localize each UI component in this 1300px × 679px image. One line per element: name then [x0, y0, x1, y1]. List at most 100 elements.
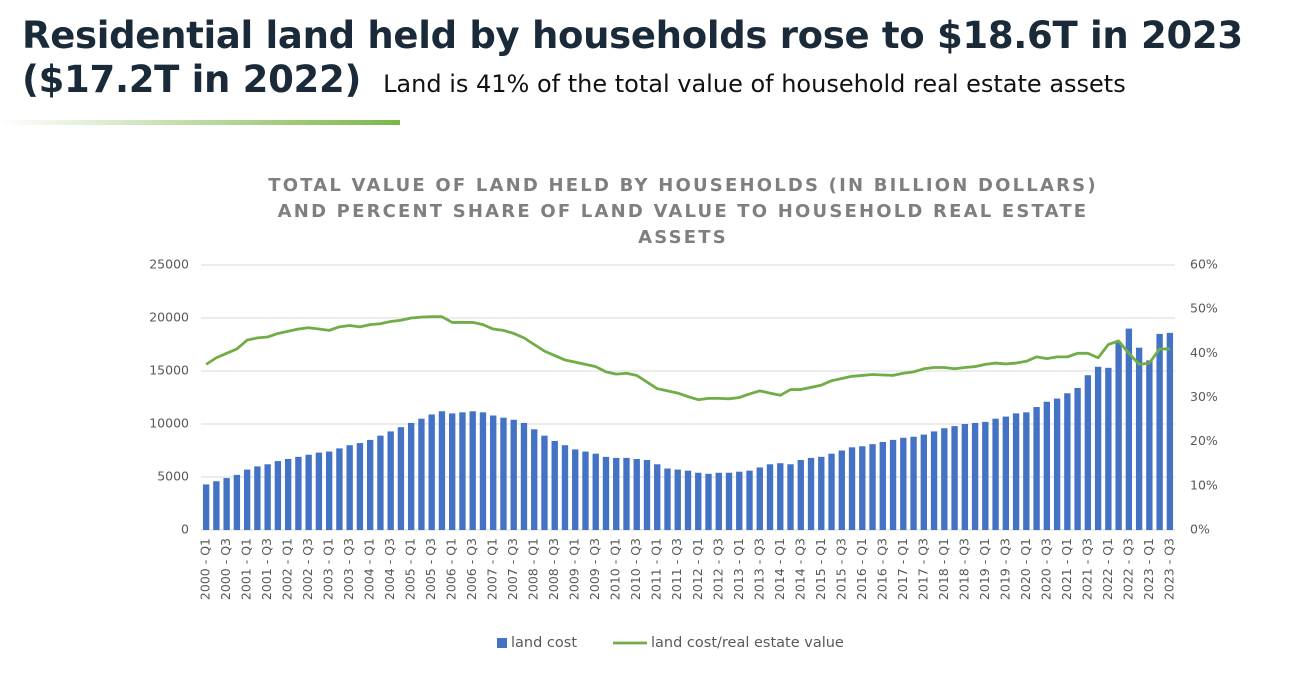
x-tick-label: 2008 - Q3: [546, 538, 561, 600]
chart-title: TOTAL VALUE OF LAND HELD BY HOUSEHOLDS (…: [268, 175, 1098, 248]
x-tick-label: 2018 - Q3: [956, 538, 971, 600]
x-tick-label: 2003 - Q3: [341, 538, 356, 600]
bar: [797, 460, 804, 530]
x-tick-label: 2018 - Q1: [936, 538, 951, 600]
bar: [202, 484, 210, 530]
bar: [1146, 360, 1153, 530]
x-tick-label: 2001 - Q1: [239, 538, 254, 600]
bar: [1064, 393, 1071, 530]
bar: [725, 472, 733, 530]
bar: [510, 419, 517, 530]
x-tick-label: 2003 - Q1: [321, 538, 336, 600]
bar: [613, 457, 620, 530]
x-tick-label: 2011 - Q1: [649, 538, 664, 600]
y-tick-label: 15000: [149, 363, 189, 378]
bar: [1074, 387, 1081, 530]
bar: [479, 412, 487, 530]
bar: [623, 457, 630, 530]
y2-tick-label: 30%: [1190, 389, 1218, 404]
bar: [746, 470, 753, 530]
x-tick-label: 2016 - Q3: [874, 538, 889, 600]
x-tick-label: 2002 - Q3: [300, 538, 315, 600]
bar: [654, 464, 661, 530]
bar: [428, 414, 435, 530]
bar: [418, 418, 425, 530]
x-tick-label: 2002 - Q1: [280, 538, 295, 600]
bar: [941, 428, 948, 530]
bar: [469, 411, 476, 530]
bar: [561, 445, 569, 530]
bar: [397, 427, 405, 530]
x-tick-label: 2012 - Q1: [690, 538, 705, 600]
bar: [459, 412, 466, 530]
accent-bar: [0, 120, 400, 125]
bar: [848, 447, 856, 530]
x-tick-label: 2023 - Q1: [1141, 538, 1156, 600]
bar: [336, 448, 343, 530]
bar: [859, 446, 866, 530]
bar: [869, 444, 876, 530]
x-tick-label: 2004 - Q1: [362, 538, 377, 600]
x-tick-label: 2007 - Q1: [485, 538, 500, 600]
x-tick-label: 2023 - Q3: [1161, 538, 1176, 600]
x-tick-label: 2022 - Q3: [1120, 538, 1135, 600]
bar: [1094, 366, 1102, 530]
x-tick-label: 2019 - Q1: [977, 538, 992, 600]
bar: [438, 411, 446, 530]
bar: [643, 460, 651, 530]
y2-tick-label: 60%: [1190, 257, 1218, 272]
bar: [982, 421, 989, 530]
bar: [756, 467, 763, 530]
bar: [490, 415, 497, 530]
bar: [541, 435, 548, 530]
y2-tick-label: 50%: [1190, 301, 1218, 316]
x-tick-label: 2019 - Q3: [997, 538, 1012, 600]
bar: [1002, 416, 1010, 530]
x-tick-label: 2006 - Q3: [464, 538, 479, 600]
title-line: Residential land held by households rose…: [22, 14, 1243, 57]
x-tick-label: 2005 - Q1: [403, 538, 418, 600]
bar: [674, 469, 681, 530]
x-tick-label: 2012 - Q3: [710, 538, 725, 600]
subtitle: Land is 41% of the total value of househ…: [383, 70, 1126, 98]
bar: [971, 422, 979, 530]
bar: [377, 435, 384, 530]
x-tick-label: 2007 - Q3: [505, 538, 520, 600]
bar: [243, 469, 251, 530]
x-tick-label: 2015 - Q3: [833, 538, 848, 600]
bar: [602, 456, 610, 530]
bar: [449, 413, 456, 530]
x-tick-label: 2006 - Q1: [444, 538, 459, 600]
bar: [910, 436, 917, 530]
bar: [818, 456, 825, 530]
y2-tick-label: 40%: [1190, 345, 1218, 360]
bar: [1105, 367, 1112, 530]
y-tick-label: 20000: [149, 310, 189, 325]
bar: [346, 445, 353, 530]
x-tick-label: 2008 - Q1: [526, 538, 541, 600]
bar: [1033, 407, 1040, 530]
bar: [889, 439, 897, 530]
x-tick-label: 2000 - Q1: [198, 538, 213, 600]
bar: [531, 429, 538, 530]
bar: [715, 472, 722, 530]
bar: [684, 470, 692, 530]
bar: [664, 468, 671, 530]
bar: [387, 431, 394, 530]
bar: [223, 478, 230, 530]
x-tick-label: 2000 - Q3: [218, 538, 233, 600]
x-tick-label: 2015 - Q1: [813, 538, 828, 600]
bar: [1023, 412, 1030, 530]
title-line: ($17.2T in 2022): [22, 58, 362, 101]
legend-label: land cost: [511, 635, 577, 651]
bar: [254, 466, 261, 530]
bar: [951, 426, 958, 530]
bar: [551, 440, 558, 530]
x-tick-label: 2009 - Q3: [587, 538, 602, 600]
bar: [1012, 413, 1020, 530]
y2-tick-label: 20%: [1190, 433, 1218, 448]
bar: [1125, 328, 1133, 530]
x-tick-label: 2010 - Q3: [628, 538, 643, 600]
bar: [274, 461, 282, 530]
